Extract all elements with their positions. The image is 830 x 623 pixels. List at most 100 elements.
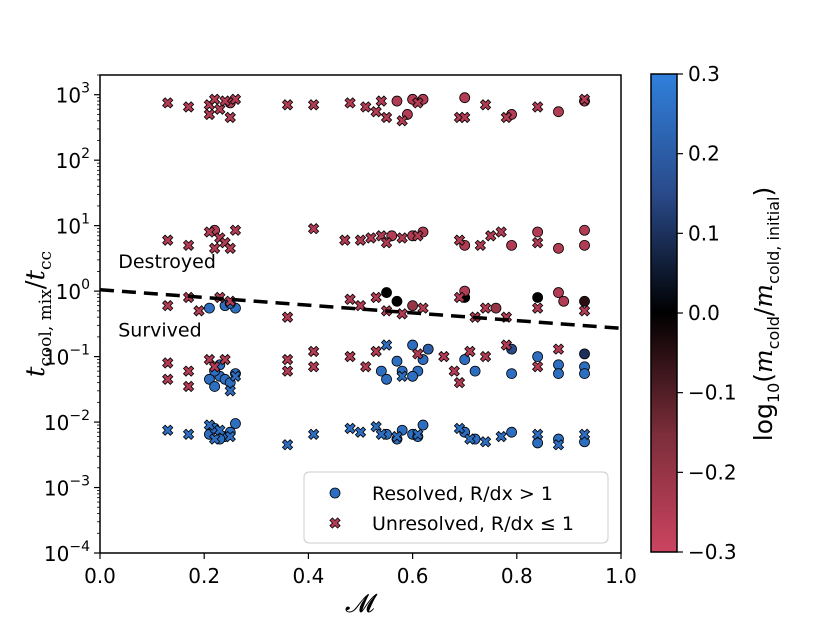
unresolved-point <box>224 430 236 443</box>
unresolved-point <box>307 345 320 358</box>
unresolved-point <box>578 305 591 317</box>
unresolved-point <box>219 95 231 107</box>
resolved-point <box>391 355 403 367</box>
unresolved-point <box>396 232 408 244</box>
y-tick-label: 101 <box>56 212 90 239</box>
x-tick-label: 0.4 <box>292 564 324 588</box>
region-label: Destroyed <box>118 251 216 273</box>
colorbar-tick-label: 0.1 <box>688 221 720 245</box>
unresolved-point <box>182 239 195 252</box>
resolved-point <box>204 302 215 314</box>
unresolved-point <box>224 111 236 124</box>
unresolved-point <box>203 226 216 238</box>
unresolved-point <box>162 299 174 312</box>
unresolved-point <box>380 111 393 124</box>
unresolved-point <box>453 376 466 389</box>
resolved-point <box>579 239 590 251</box>
x-axis-ticks: 0.0 0.2 0.4 0.6 0.8 1.0 <box>84 553 637 588</box>
region-label: Survived <box>118 319 201 341</box>
legend-label: Unresolved, R/dx ≤ 1 <box>372 513 574 535</box>
resolved-point <box>381 373 392 385</box>
x-tick-label: 0.8 <box>501 564 533 588</box>
unresolved-point <box>360 101 372 113</box>
resolved-point <box>417 419 429 431</box>
unresolved-point <box>208 93 221 105</box>
unresolved-point <box>339 234 351 246</box>
unresolved-point <box>396 308 408 320</box>
unresolved-point <box>453 234 466 246</box>
unresolved-point <box>380 339 393 351</box>
unresolved-point <box>370 106 382 118</box>
resolved-point <box>553 368 564 379</box>
resolved-point <box>407 300 419 312</box>
unresolved-point <box>307 428 320 440</box>
unresolved-point <box>531 236 544 249</box>
unresolved-point <box>479 302 492 314</box>
colorbar-tick-label: 0.2 <box>688 142 720 166</box>
colorbar-tick-label: −0.2 <box>688 460 737 484</box>
unresolved-point <box>203 108 216 121</box>
unresolved-point <box>375 428 388 440</box>
unresolved-point <box>182 365 195 377</box>
unresolved-point <box>162 357 174 369</box>
y-axis-ticks: 10−4 10−3 10−2 10−1 100 101 102 103 <box>44 74 100 566</box>
resolved-point <box>553 242 564 254</box>
colorbar-tick-label: −0.1 <box>688 381 737 405</box>
unresolved-point <box>552 439 565 451</box>
resolved-point <box>375 365 387 377</box>
resolved-point <box>391 95 403 107</box>
unresolved-point <box>307 361 320 373</box>
unresolved-point <box>229 370 242 382</box>
annotations: Destroyed Survived <box>118 251 216 341</box>
unresolved-point <box>380 236 393 249</box>
unresolved-point <box>412 428 424 440</box>
legend-label: Resolved, R/dx > 1 <box>372 483 553 505</box>
unresolved-point <box>531 101 544 113</box>
unresolved-point <box>448 365 460 377</box>
unresolved-point <box>162 373 174 385</box>
y-tick-label: 10−2 <box>44 408 90 435</box>
unresolved-point <box>193 305 205 317</box>
x-tick-label: 1.0 <box>605 564 637 588</box>
x-axis-label: 𝓜 <box>345 589 377 619</box>
unresolved-point <box>370 291 382 304</box>
unresolved-point <box>578 93 591 105</box>
y-tick-label: 10−3 <box>44 474 90 501</box>
x-tick-label: 0.0 <box>84 564 116 588</box>
resolved-point <box>407 370 419 382</box>
resolved-point <box>558 295 570 307</box>
unresolved-point <box>281 353 294 366</box>
unresolved-point <box>412 348 424 360</box>
unresolved-point <box>182 380 195 393</box>
colorbar-label: log10(mcold/mcold, initial) <box>749 187 783 441</box>
legend: Resolved, R/dx > 1 Unresolved, R/dx ≤ 1 <box>303 471 609 544</box>
resolved-point <box>579 368 590 379</box>
unresolved-point <box>344 97 356 109</box>
unresolved-point <box>474 239 486 252</box>
resolved-point <box>469 365 481 377</box>
unresolved-point <box>307 99 320 111</box>
unresolved-point <box>182 101 195 113</box>
resolved-point <box>209 381 221 392</box>
resolved-point <box>459 92 471 104</box>
resolved-point <box>381 287 392 298</box>
unresolved-point <box>453 291 466 304</box>
resolved-point <box>579 295 590 307</box>
resolved-point <box>506 426 517 438</box>
unresolved-point <box>578 428 591 440</box>
unresolved-point <box>229 93 242 105</box>
resolved-point <box>391 295 403 307</box>
unresolved-point <box>344 350 356 363</box>
unresolved-point <box>224 385 236 397</box>
unresolved-point <box>495 226 507 238</box>
unresolved-point <box>479 99 492 111</box>
legend-marker-resolved <box>329 487 341 499</box>
unresolved-point <box>224 242 236 255</box>
data-marks <box>162 92 591 451</box>
unresolved-point <box>412 97 424 109</box>
unresolved-point <box>281 365 294 377</box>
unresolved-point <box>391 430 403 443</box>
y-tick-label: 100 <box>56 277 90 304</box>
unresolved-point <box>531 428 544 440</box>
